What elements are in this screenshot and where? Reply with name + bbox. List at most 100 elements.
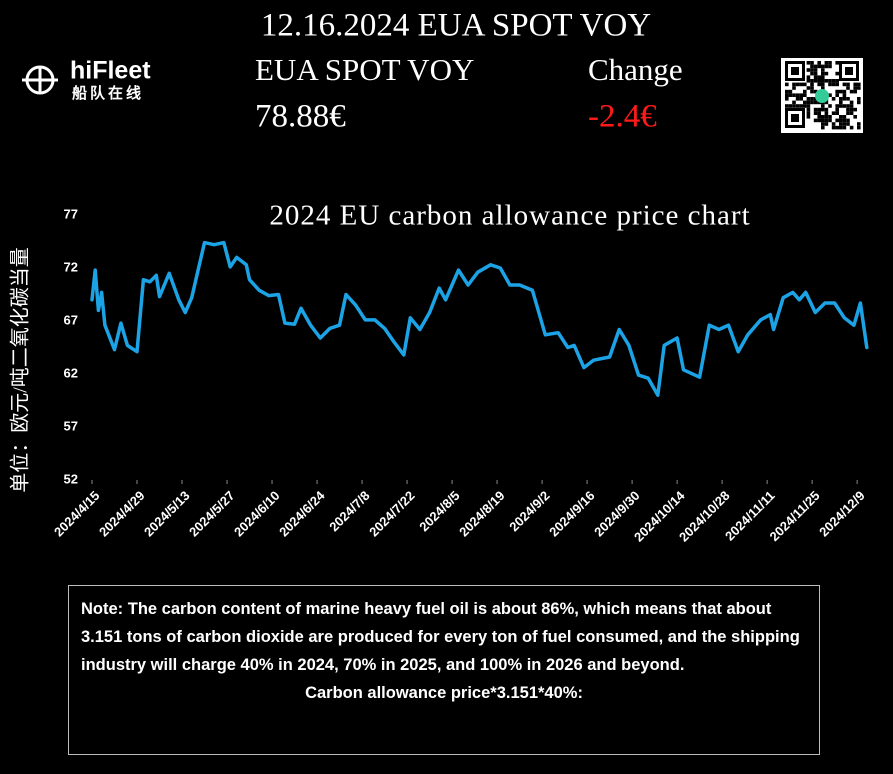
qr-cell xyxy=(817,79,821,83)
qr-cell xyxy=(795,93,800,97)
qr-cell xyxy=(824,107,829,112)
qr-cell xyxy=(849,100,854,105)
note-box: Note: The carbon content of marine heavy… xyxy=(68,585,820,755)
x-tick-label: 2024/5/13 xyxy=(141,488,193,540)
note-formula: Carbon allowance price*3.151*40%: xyxy=(305,684,583,702)
qr-logo xyxy=(815,89,829,103)
qr-cell xyxy=(857,82,861,87)
qr-cell xyxy=(831,111,836,115)
qr-cell xyxy=(853,82,857,87)
qr-cell xyxy=(817,82,821,87)
qr-cell xyxy=(792,93,796,97)
qr-cell xyxy=(828,64,832,69)
qr-cell xyxy=(839,115,843,119)
qr-cell xyxy=(824,79,829,83)
qr-cell xyxy=(806,111,811,115)
qr-cell xyxy=(806,100,811,105)
qr-cell xyxy=(828,82,832,87)
qr-cell xyxy=(806,79,811,83)
qr-code xyxy=(781,58,863,133)
qr-cell xyxy=(835,71,839,76)
qr-cell xyxy=(849,89,854,94)
y-tick-label: 72 xyxy=(64,259,78,274)
qr-cell xyxy=(842,97,847,101)
qr-cell xyxy=(828,104,832,108)
qr-cell xyxy=(813,75,818,79)
qr-cell xyxy=(824,122,829,126)
qr-cell xyxy=(821,86,825,90)
qr-cell xyxy=(839,118,843,123)
qr-cell xyxy=(835,82,839,87)
qr-cell xyxy=(849,104,854,108)
qr-cell xyxy=(842,122,847,126)
qr-cell xyxy=(835,107,839,112)
qr-cell xyxy=(835,79,839,83)
qr-cell xyxy=(831,97,836,101)
qr-cell xyxy=(785,104,789,108)
qr-cell xyxy=(788,93,793,97)
qr-cell xyxy=(792,104,796,108)
x-tick-label: 2024/6/24 xyxy=(276,487,328,539)
qr-cell xyxy=(842,93,847,97)
qr-cell xyxy=(795,82,800,87)
qr-cell xyxy=(857,97,861,101)
qr-cell xyxy=(821,68,825,72)
qr-cell xyxy=(821,71,825,76)
y-tick-label: 57 xyxy=(64,418,78,433)
qr-cell xyxy=(795,97,800,101)
qr-cell xyxy=(799,104,803,108)
qr-cell xyxy=(813,79,818,83)
qr-cell xyxy=(821,64,825,69)
qr-cell xyxy=(817,118,821,123)
change-label: Change xyxy=(588,52,683,87)
price: 78.88€ xyxy=(255,99,346,135)
qr-cell xyxy=(813,71,818,76)
x-tick-label: 2024/6/10 xyxy=(231,488,283,540)
qr-finder xyxy=(791,114,799,122)
qr-cell xyxy=(831,122,836,126)
qr-cell xyxy=(839,100,843,105)
qr-cell xyxy=(846,86,850,90)
logo-icon xyxy=(22,65,58,95)
qr-cell xyxy=(824,118,829,123)
qr-cell xyxy=(824,115,829,119)
qr-cell xyxy=(846,122,850,126)
qr-cell xyxy=(813,100,818,105)
qr-cell xyxy=(817,61,821,65)
x-tick-label: 2024/8/5 xyxy=(416,488,462,534)
chart-title: 2024 EU carbon allowance price chart xyxy=(269,200,750,232)
qr-cell xyxy=(828,79,832,83)
qr-cell xyxy=(835,93,839,97)
logo-name: hiFleet xyxy=(70,57,151,85)
qr-cell xyxy=(795,104,800,108)
qr-cell xyxy=(839,104,843,108)
qr-cell xyxy=(813,111,818,115)
qr-cell xyxy=(817,115,821,119)
qr-cell xyxy=(831,125,836,130)
qr-cell xyxy=(846,118,850,123)
qr-cell xyxy=(853,89,857,94)
qr-cell xyxy=(799,93,803,97)
qr-cell xyxy=(828,115,832,119)
qr-cell xyxy=(853,86,857,90)
qr-cell xyxy=(792,82,796,87)
qr-cell xyxy=(806,61,811,65)
qr-cell xyxy=(792,100,796,105)
note-text: Note: The carbon content of marine heavy… xyxy=(81,600,800,674)
qr-cell xyxy=(817,107,821,112)
qr-cell xyxy=(810,64,814,69)
x-tick-label: 2024/7/8 xyxy=(326,488,372,534)
qr-cell xyxy=(839,125,843,130)
page-title: 12.16.2024 EUA SPOT VOY xyxy=(261,8,651,44)
x-tick-label: 2024/7/22 xyxy=(366,488,418,540)
qr-cell xyxy=(849,107,854,112)
qr-cell xyxy=(821,82,825,87)
x-tick-label: 2024/8/19 xyxy=(456,488,508,540)
y-tick-label: 62 xyxy=(64,365,78,380)
qr-cell xyxy=(842,115,847,119)
qr-cell xyxy=(803,82,807,87)
qr-cell xyxy=(853,107,857,112)
qr-cell xyxy=(849,111,854,115)
qr-cell xyxy=(813,64,818,69)
